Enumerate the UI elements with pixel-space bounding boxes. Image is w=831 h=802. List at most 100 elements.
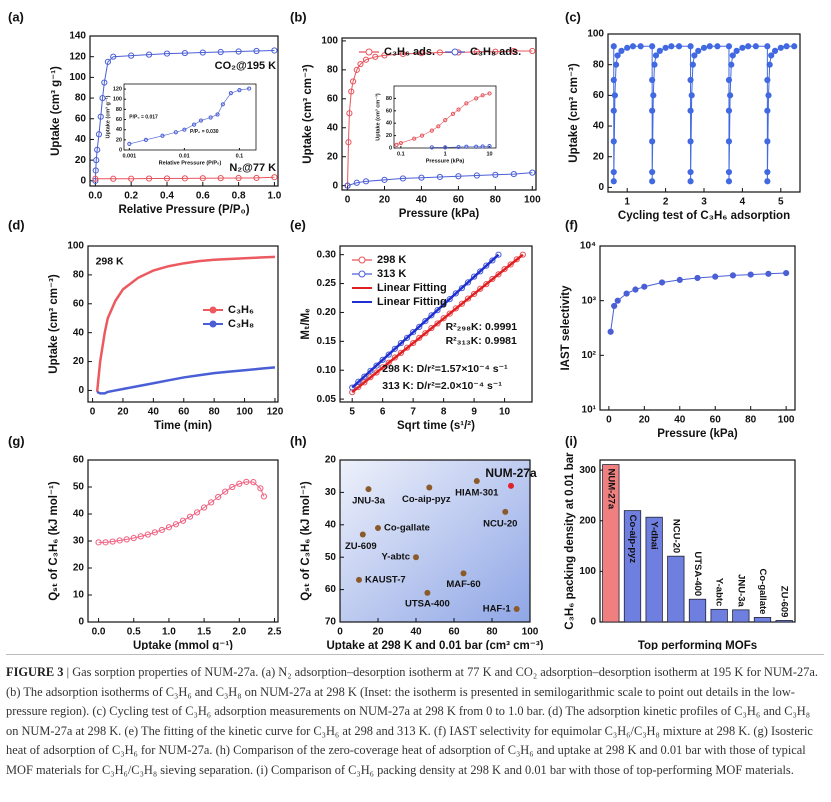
data-point bbox=[611, 92, 619, 99]
panel: (e) 5 6 7 8 9 10 0.05 0.10 0.15 0.20 0.25 0.30 Sqrt t… bbox=[290, 217, 533, 432]
data-point bbox=[182, 127, 187, 132]
category-label: NUM-27a bbox=[605, 469, 616, 510]
data-point bbox=[379, 356, 386, 363]
data-point bbox=[92, 175, 99, 182]
y-axis-label: Uptake (cm³ cm⁻³) bbox=[374, 93, 381, 141]
data-point bbox=[361, 379, 368, 386]
y-tick-label: 40 bbox=[593, 121, 605, 132]
legend-label: C₃H₈ bbox=[228, 318, 254, 330]
data-point bbox=[348, 88, 355, 95]
data-point bbox=[217, 48, 224, 56]
x-tick-label: 2.5 bbox=[268, 627, 282, 638]
x-tick-label: 0 bbox=[337, 627, 343, 638]
data-point bbox=[253, 174, 260, 182]
y-tick-label: 40 bbox=[386, 121, 392, 127]
y-tick-label: 100 bbox=[69, 72, 86, 83]
x-tick-label: 7 bbox=[410, 407, 416, 418]
data-point bbox=[349, 78, 357, 85]
data-point bbox=[429, 128, 434, 133]
x-tick-label: 0.2 bbox=[124, 191, 138, 202]
data-point bbox=[610, 43, 617, 50]
y-tick-label: 0.30 bbox=[317, 249, 337, 260]
x-tick-label: 100 bbox=[778, 415, 795, 426]
data-point bbox=[181, 175, 188, 182]
panel: (f) 0 20 40 60 80 100 10¹ 10² 10³ 10⁴ Pressure (kPa… bbox=[560, 217, 796, 440]
y-tick-label: 20 bbox=[73, 356, 85, 367]
x-axis-label: Relative Pressure (P/P₀) bbox=[118, 204, 249, 216]
data-point bbox=[725, 76, 733, 84]
y-tick-label: 20 bbox=[116, 137, 122, 143]
plot-area bbox=[123, 83, 257, 151]
point-label: NUM-27a bbox=[485, 466, 537, 480]
x-tick-label: 0 bbox=[606, 415, 612, 426]
data-point bbox=[614, 52, 621, 59]
x-tick-label: 2 bbox=[663, 197, 669, 208]
y-tick-label: 60 bbox=[325, 584, 337, 595]
panel-label: (b) bbox=[290, 9, 307, 24]
data-point bbox=[356, 576, 362, 583]
data-point bbox=[397, 339, 405, 347]
y-tick-label: 0 bbox=[78, 385, 84, 396]
data-point bbox=[764, 178, 771, 185]
data-point bbox=[361, 373, 368, 380]
y-tick-label: 20 bbox=[386, 133, 392, 139]
data-point bbox=[145, 175, 153, 182]
legend-marker bbox=[358, 256, 366, 264]
y-tick-label: 70 bbox=[325, 617, 337, 628]
data-point bbox=[687, 168, 694, 176]
data-point bbox=[143, 137, 149, 142]
data-point bbox=[632, 286, 639, 293]
y-tick-label: 10⁴ bbox=[580, 241, 596, 252]
y-tick-label: 40 bbox=[327, 122, 339, 133]
annotation: P/P₀ = 0.030 bbox=[190, 129, 219, 135]
point-label: HIAM-301 bbox=[455, 488, 499, 499]
data-point bbox=[128, 52, 135, 59]
y-tick-label: 100 bbox=[587, 29, 604, 40]
bar bbox=[667, 555, 685, 623]
data-point bbox=[353, 179, 360, 186]
data-point bbox=[104, 58, 112, 65]
x-tick-label: 6 bbox=[380, 407, 386, 418]
bar bbox=[623, 510, 642, 623]
data-point bbox=[649, 43, 656, 50]
data-point bbox=[102, 539, 109, 546]
annotation: P/P₀ = 0.017 bbox=[129, 114, 158, 120]
data-point bbox=[385, 351, 392, 358]
y-tick-label: 60 bbox=[593, 90, 605, 101]
data-point bbox=[612, 61, 620, 68]
data-point bbox=[662, 44, 669, 51]
x-tick-label: 40 bbox=[674, 415, 686, 426]
x-tick-label: 10 bbox=[499, 407, 511, 418]
legend-label: 313 K bbox=[377, 268, 406, 280]
y-tick-label: 100 bbox=[113, 97, 122, 103]
data-point bbox=[458, 285, 466, 292]
data-point bbox=[208, 499, 215, 506]
data-point bbox=[623, 290, 630, 297]
y-tick-label: 40 bbox=[75, 134, 87, 145]
point-label: KAUST-7 bbox=[365, 574, 406, 585]
data-point bbox=[220, 102, 225, 107]
data-point bbox=[456, 107, 461, 112]
point-label: HAF-1 bbox=[483, 604, 512, 615]
data-point bbox=[764, 76, 771, 84]
data-point bbox=[725, 107, 733, 114]
y-axis-label: Uptake (cm³ cm⁻³) bbox=[568, 63, 580, 163]
x-tick-label: 120 bbox=[267, 407, 284, 418]
bar bbox=[732, 609, 750, 623]
data-point bbox=[483, 262, 490, 269]
data-point bbox=[271, 47, 278, 54]
data-point bbox=[464, 144, 469, 149]
data-point bbox=[728, 61, 735, 68]
data-point bbox=[145, 51, 153, 58]
y-axis-label: Uptake (cm³ cm⁻³) bbox=[302, 64, 314, 164]
data-line bbox=[351, 253, 500, 389]
data-line bbox=[351, 253, 524, 394]
x-tick-label: 0 bbox=[345, 195, 351, 206]
data-point bbox=[480, 144, 485, 149]
data-point bbox=[727, 92, 734, 99]
data-point bbox=[480, 93, 485, 98]
data-point bbox=[201, 504, 208, 511]
data-point bbox=[611, 302, 618, 310]
plot-area bbox=[89, 35, 279, 187]
y-tick-label: 0 bbox=[598, 182, 604, 193]
